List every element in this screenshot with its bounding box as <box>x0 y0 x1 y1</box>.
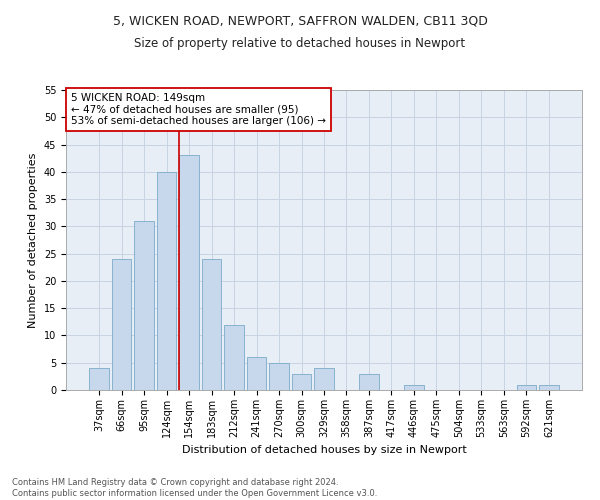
Bar <box>112 259 131 390</box>
Bar <box>247 358 266 390</box>
Bar <box>539 384 559 390</box>
Bar <box>89 368 109 390</box>
Text: Size of property relative to detached houses in Newport: Size of property relative to detached ho… <box>134 38 466 51</box>
Bar <box>202 259 221 390</box>
X-axis label: Distribution of detached houses by size in Newport: Distribution of detached houses by size … <box>182 446 466 456</box>
Bar <box>224 324 244 390</box>
Bar <box>314 368 334 390</box>
Text: 5, WICKEN ROAD, NEWPORT, SAFFRON WALDEN, CB11 3QD: 5, WICKEN ROAD, NEWPORT, SAFFRON WALDEN,… <box>113 15 487 28</box>
Y-axis label: Number of detached properties: Number of detached properties <box>28 152 38 328</box>
Bar <box>292 374 311 390</box>
Bar <box>404 384 424 390</box>
Bar <box>359 374 379 390</box>
Text: Contains HM Land Registry data © Crown copyright and database right 2024.
Contai: Contains HM Land Registry data © Crown c… <box>12 478 377 498</box>
Bar <box>157 172 176 390</box>
Bar <box>517 384 536 390</box>
Bar <box>269 362 289 390</box>
Bar <box>179 156 199 390</box>
Text: 5 WICKEN ROAD: 149sqm
← 47% of detached houses are smaller (95)
53% of semi-deta: 5 WICKEN ROAD: 149sqm ← 47% of detached … <box>71 93 326 126</box>
Bar <box>134 221 154 390</box>
